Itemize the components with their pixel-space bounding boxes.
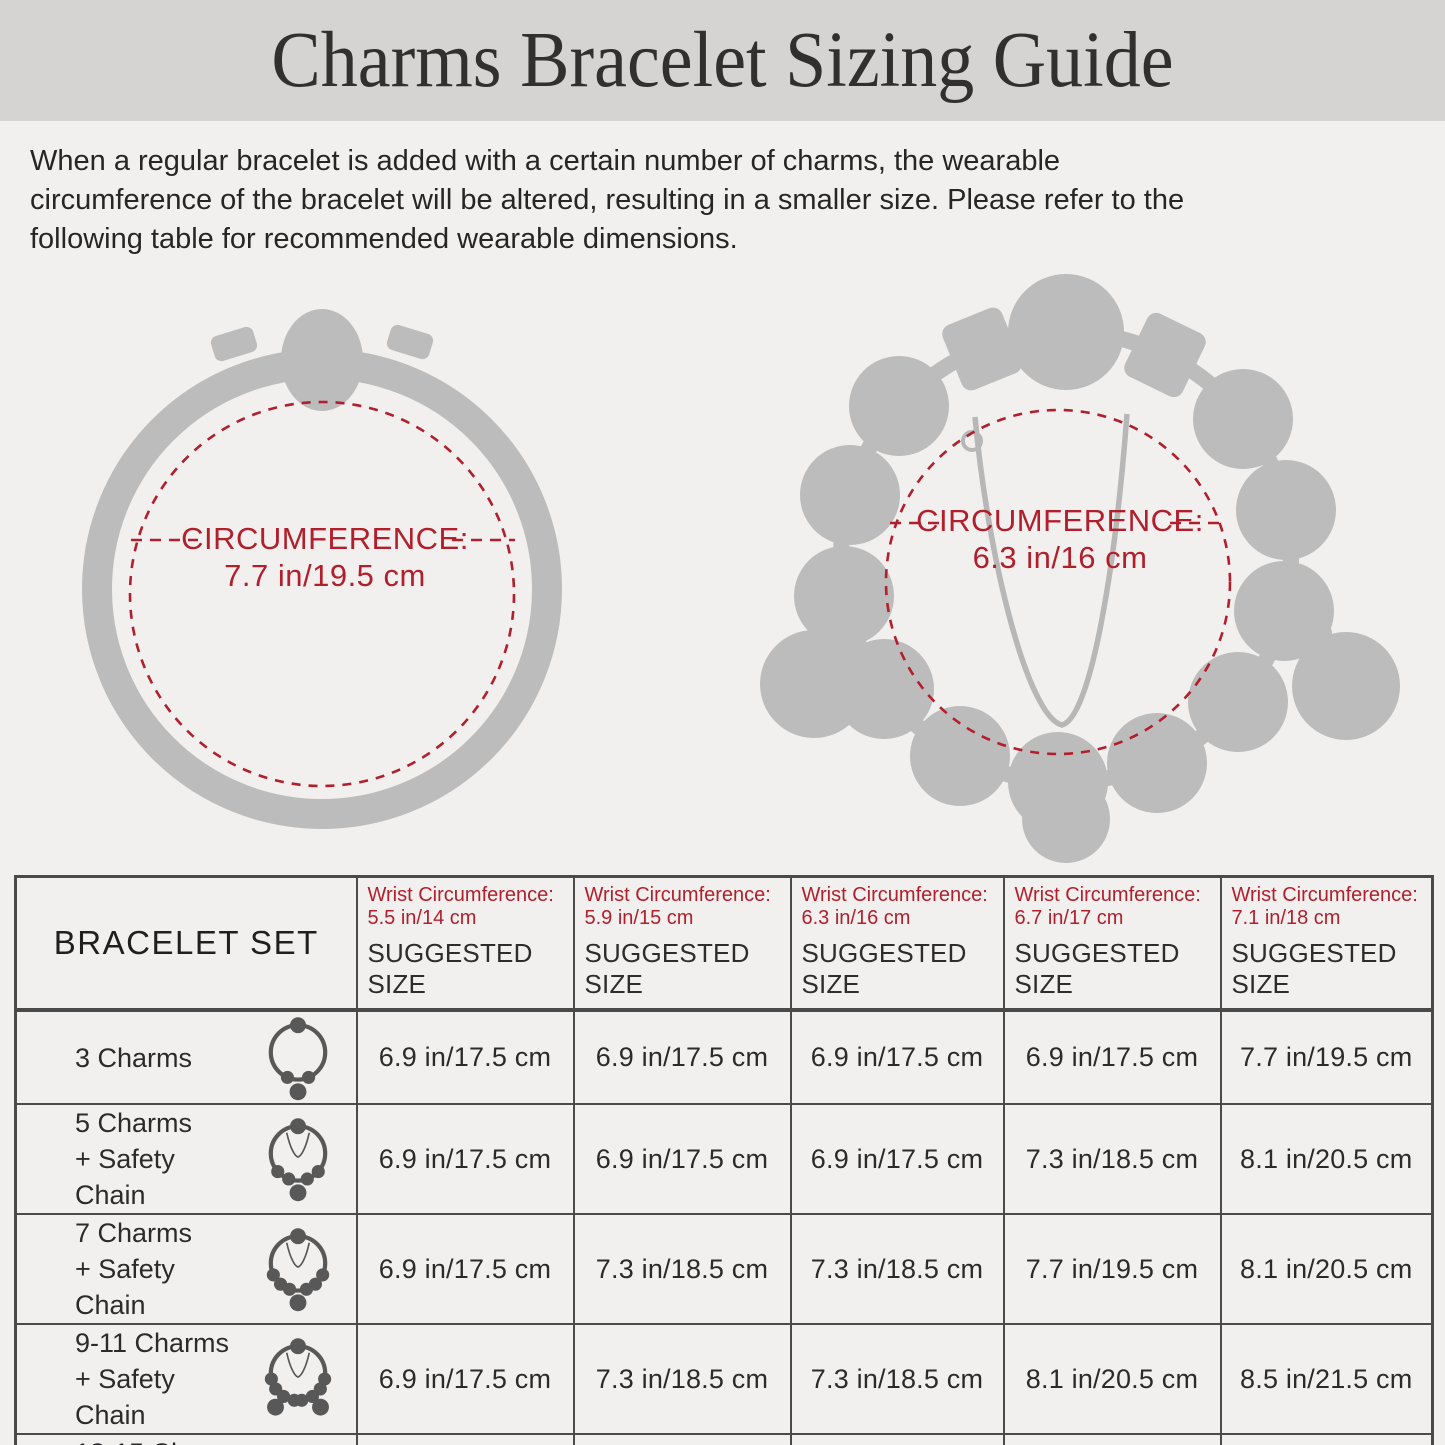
row-label-line: + Safety Chain [75,1254,175,1320]
suggested-size-label: SUGGESTED SIZE [1231,938,1397,999]
suggested-size-cell: 7.7 in/19.5 cm [572,1433,792,1445]
bracelet-3-charms-icon [268,1016,327,1100]
row-label-line: + Safety Chain [75,1364,175,1430]
row-label: 7 Charms + Safety Chain [17,1215,248,1323]
wrist-circumference-label: Wrist Circumference: [367,884,554,906]
table-row: 7 Charms + Safety Chain 6.9 in/17.5 cm 7.3 … [14,1213,1434,1325]
bracelet-set-header: BRACELET SET [14,875,358,1012]
wrist-circumference-value: 5.5 in/14 cm [367,907,477,929]
bracelet-9-11-charms-icon [264,1338,331,1416]
suggested-size-cell: 7.3 in/18.5 cm [572,1323,792,1435]
suggested-size-cell: 7.3 in/18.5 cm [355,1433,575,1445]
wrist-circumference-value: 6.3 in/16 cm [801,907,911,929]
column-header-5.9----15---: Wrist Circumference: 5.9 in/15 cm SUGGESTE… [572,875,792,1012]
suggested-size-cell: 6.9 in/17.5 cm [355,1213,575,1325]
wrist-circumference-value: 6.7 in/17 cm [1014,907,1124,929]
row-label-line: + Safety Chain [75,1144,175,1210]
wrist-circumference-value: 7.1 in/18 cm [1231,907,1341,929]
suggested-size-cell: 7.3 in/18.5 cm [789,1323,1005,1435]
column-header-6.3----16---: Wrist Circumference: 6.3 in/16 cm SUGGESTE… [789,875,1005,1012]
suggested-size-cell: 6.9 in/17.5 cm [789,1009,1005,1105]
charm-circumference-label: CIRCUMFERENCE: [916,503,1204,538]
wrist-circumference-label: Wrist Circumference: [801,884,988,906]
column-header-5.5----14---: Wrist Circumference: 5.5 in/14 cm SUGGESTE… [355,875,575,1012]
suggested-size-cell: 7.7 in/19.5 cm [1219,1009,1434,1105]
suggested-size-label: SUGGESTED SIZE [801,938,967,999]
suggested-size-cell: 8.5 in/21.5 cm [1219,1323,1434,1435]
suggested-size-cell: 6.9 in/17.5 cm [355,1009,575,1105]
bracelet-set-cell: 9-11 Charms + Safety Chain [14,1323,358,1435]
suggested-size-cell: 8.1 in/20.5 cm [1219,1213,1434,1325]
suggested-size-cell: 7.3 in/18.5 cm [789,1213,1005,1325]
suggested-size-cell: 7.7 in/19.5 cm [789,1433,1005,1445]
plain-bracelet-circumference-annotation: CIRCUMFERENCE: 7.7 in/19.5 cm [128,400,516,788]
row-label-line: 9-11 Charms [75,1328,230,1358]
suggested-size-cell: 6.9 in/17.5 cm [572,1009,792,1105]
table-row: 5 Charms + Safety Chain 6.9 in/17.5 cm 6.9 … [14,1103,1434,1215]
intro-text: When a regular bracelet is added with a … [30,142,1419,259]
row-label-line: 7 Charms [75,1218,193,1248]
wrist-circumference-label: Wrist Circumference: [1014,884,1201,906]
row-icon-wrap [248,1224,348,1314]
title-band: Charms Bracelet Sizing Guide [0,0,1445,121]
charm-bracelet-circumference-annotation: CIRCUMFERENCE: 6.3 in/16 cm [884,408,1232,756]
suggested-size-cell: 7.7 in/19.5 cm [1002,1213,1222,1325]
suggested-size-cell: 8.1 in/20.5 cm [1219,1103,1434,1215]
charm-bracelet-silhouette [760,274,1400,863]
column-header-6.7----17---: Wrist Circumference: 6.7 in/17 cm SUGGESTE… [1002,875,1222,1012]
bracelet-diagrams-canvas: CIRCUMFERENCE: 7.7 in/19.5 cm [82,274,1400,863]
sizing-table: BRACELET SET Wrist Circumference: 5.5 in/… [14,875,1434,1445]
suggested-size-label: SUGGESTED SIZE [584,938,750,999]
charm-circumference-value: 6.3 in/16 cm [973,540,1148,575]
suggested-size-label: SUGGESTED SIZE [367,938,533,999]
suggested-size-cell: 8.1 in/20.5 cm [1002,1323,1222,1435]
row-label-line: 3 Charms [75,1042,193,1073]
suggested-size-cell: 8.5 in/21.5 cm [1219,1433,1434,1445]
intro-line-3: following table for recommended wearable… [30,223,738,255]
table-row: 3 Charms 6.9 in/17.5 cm 6.9 in/17.5 cm 6.9 … [14,1009,1434,1105]
wrist-circumference-value: 5.9 in/15 cm [584,907,694,929]
plain-circumference-value: 7.7 in/19.5 cm [224,558,426,593]
row-icon-wrap [248,1334,348,1424]
column-header-7.1----18---: Wrist Circumference: 7.1 in/18 cm SUGGESTE… [1219,875,1434,1012]
row-label-line: 5 Charms [75,1108,193,1138]
bracelet-5-charms-icon [268,1118,327,1202]
wrist-circumference-label: Wrist Circumference: [1231,884,1418,906]
bracelet-diagrams: CIRCUMFERENCE: 7.7 in/19.5 cm [0,259,1445,867]
suggested-size-cell: 6.9 in/17.5 cm [355,1103,575,1215]
table-header-row: BRACELET SET Wrist Circumference: 5.5 in/… [14,875,1434,1012]
row-label: 13-15 Charms+ Safety Chain [17,1435,248,1445]
row-icon-wrap [248,1013,348,1103]
row-label: 9-11 Charms + Safety Chain [17,1325,248,1433]
bracelet-set-cell: 13-15 Charms+ Safety Chain [14,1433,358,1445]
bracelet-7-charms-icon [266,1228,329,1312]
table-row: 13-15 Charms+ Safety Chain 7.3 in/18.5 cm… [14,1433,1434,1445]
suggested-size-cell: 7.3 in/18.5 cm [572,1213,792,1325]
bracelet-set-cell: 5 Charms + Safety Chain [14,1103,358,1215]
row-icon-wrap [248,1114,348,1204]
table-row: 9-11 Charms + Safety Chain 6.9 in/17.5 cm 7… [14,1323,1434,1435]
intro-line-1: When a regular bracelet is added with a … [30,145,1061,177]
suggested-size-cell: 8.1 in/20.5 cm [1002,1433,1222,1445]
suggested-size-cell: 6.9 in/17.5 cm [572,1103,792,1215]
suggested-size-cell: 7.3 in/18.5 cm [1002,1103,1222,1215]
intro-line-2: circumference of the bracelet will be al… [30,184,1185,216]
page-title: Charms Bracelet Sizing Guide [271,15,1174,105]
bracelet-set-cell: 7 Charms + Safety Chain [14,1213,358,1325]
safety-chain [972,413,1130,728]
suggested-size-cell: 6.9 in/17.5 cm [789,1103,1005,1215]
row-label: 5 Charms + Safety Chain [17,1105,248,1213]
row-label: 3 Charms [17,1040,248,1076]
row-label-line: 13-15 Charms [75,1435,248,1445]
suggested-size-label: SUGGESTED SIZE [1014,938,1180,999]
plain-bracelet-silhouette [82,309,562,829]
bracelet-set-cell: 3 Charms [14,1009,358,1105]
plain-circumference-label: CIRCUMFERENCE: [181,521,469,556]
suggested-size-cell: 6.9 in/17.5 cm [355,1323,575,1435]
suggested-size-cell: 6.9 in/17.5 cm [1002,1009,1222,1105]
wrist-circumference-label: Wrist Circumference: [584,884,771,906]
